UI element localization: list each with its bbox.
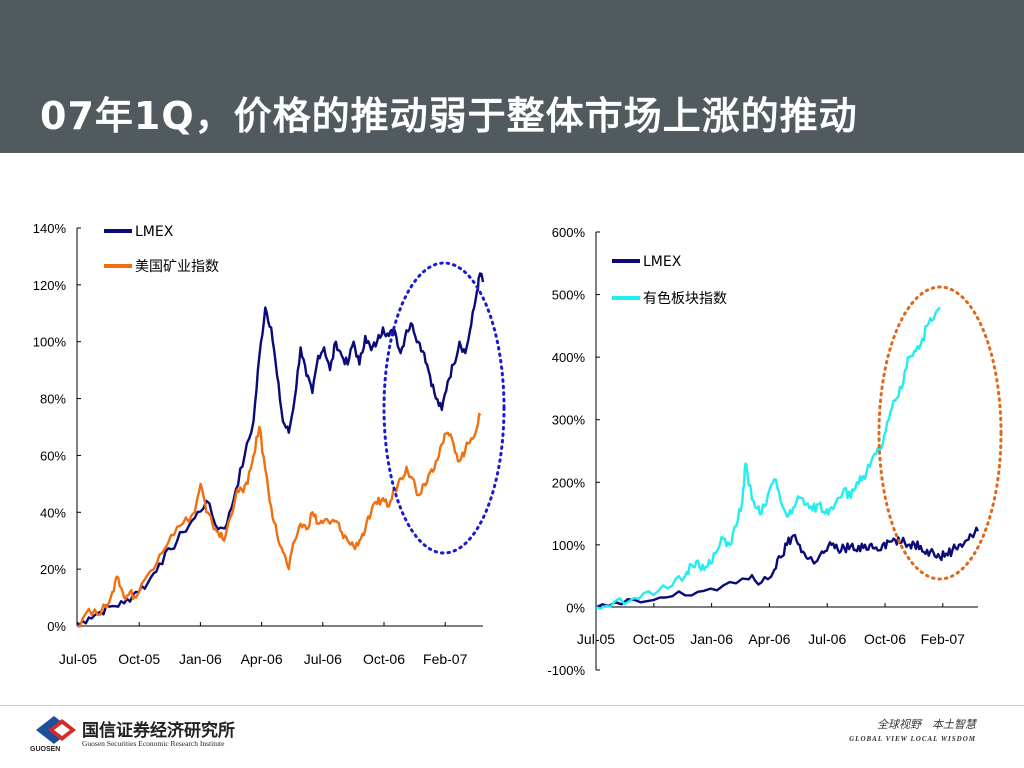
x-tick-label: Oct-06: [864, 631, 906, 647]
org-name: 国信证券经济研究所: [82, 721, 235, 741]
y-tick-label: 80%: [40, 392, 66, 407]
y-tick-label: 200%: [552, 475, 586, 490]
x-tick-label: Jul-06: [304, 651, 342, 667]
x-tick-label: Jul-06: [808, 631, 846, 647]
legend-label: LMEX: [135, 224, 174, 240]
x-tick-label: Jan-06: [690, 631, 733, 647]
title-bar: [0, 0, 1024, 153]
y-tick-label: 100%: [33, 335, 67, 350]
org-name-en: Guosen Securities Economic Research Inst…: [82, 739, 225, 748]
series-line-1: [595, 306, 941, 610]
footer-logo-block: GUOSEN 国信证券经济研究所 Guosen Securities Econo…: [30, 712, 280, 762]
y-tick-label: 0%: [47, 619, 66, 634]
x-tick-label: Oct-06: [363, 651, 405, 667]
legend-label: 美国矿业指数: [135, 259, 219, 275]
slogan-cn: 全球视野 本土智慧: [877, 718, 976, 731]
slide-title: 07年1Q，价格的推动弱于整体市场上涨的推动: [40, 94, 858, 138]
y-tick-label: 60%: [40, 448, 66, 463]
y-tick-label: 600%: [552, 225, 586, 240]
highlight-ellipse: [877, 285, 1003, 581]
x-tick-label: Feb-07: [423, 651, 468, 667]
x-tick-label: Feb-07: [921, 631, 966, 647]
y-tick-label: 400%: [552, 350, 586, 365]
y-tick-label: 300%: [552, 413, 586, 428]
x-tick-label: Jul-05: [59, 651, 97, 667]
guosen-logo-icon: [36, 716, 76, 744]
y-tick-label: 500%: [552, 288, 586, 303]
y-tick-label: 20%: [40, 562, 66, 577]
x-tick-label: Oct-05: [118, 651, 160, 667]
x-tick-label: Jan-06: [179, 651, 222, 667]
x-tick-label: Apr-06: [241, 651, 283, 667]
x-tick-label: Oct-05: [633, 631, 675, 647]
series-line-0: [595, 526, 980, 609]
legend-label: 有色板块指数: [643, 290, 727, 307]
slogan-block: 全球视野 本土智慧 GLOBAL VIEW LOCAL WISDOM: [849, 716, 976, 743]
y-tick-label: 100%: [552, 538, 586, 553]
series-line-1: [76, 412, 482, 628]
x-tick-label: Apr-06: [748, 631, 790, 647]
y-tick-label: 0%: [566, 600, 585, 615]
slogan-en: GLOBAL VIEW LOCAL WISDOM: [849, 735, 976, 743]
footer-divider: [0, 705, 1024, 706]
y-tick-label: 40%: [40, 505, 66, 520]
legend-label: LMEX: [643, 254, 682, 270]
y-tick-label: 140%: [33, 221, 67, 236]
y-tick-label: 120%: [33, 278, 67, 293]
logo-wordmark: GUOSEN: [30, 746, 61, 753]
series-line-0: [76, 272, 485, 627]
highlight-ellipse: [382, 261, 506, 555]
x-tick-label: Jul-05: [577, 631, 615, 647]
y-tick-label: -100%: [547, 663, 585, 678]
